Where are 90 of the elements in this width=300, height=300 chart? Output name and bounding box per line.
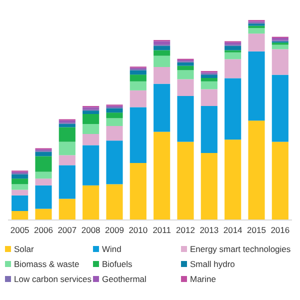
bar [82,124,100,134]
bar [177,62,194,66]
bar [154,41,170,45]
bar [130,81,146,90]
bar [154,84,170,132]
bar [58,142,76,156]
bar [272,49,288,75]
bar [248,28,265,34]
bar [35,152,52,156]
bar [200,78,218,82]
bar [106,184,123,220]
bar [177,142,194,220]
bar [272,74,288,142]
bar [12,184,28,190]
bar [224,46,242,50]
bar [82,185,100,220]
legend-label: Geothermal [102,274,147,284]
legend-label: Wind [102,244,122,254]
bar [12,174,28,179]
bar [130,107,146,163]
bar [12,195,28,211]
bar [248,34,265,52]
bar [224,52,242,60]
bar [154,56,170,67]
bar [106,126,123,141]
x-tick-label: 2008 [81,225,101,235]
bar [58,165,76,199]
bar [224,42,242,45]
bar [12,190,28,196]
bar [224,78,242,140]
x-tick-label: 2015 [247,225,266,235]
bar [82,145,100,186]
x-tick-label: 2013 [200,225,219,235]
x-tick-label: 2009 [105,225,124,235]
bar [35,178,52,186]
legend-label: Marine [190,274,216,284]
bar [58,127,76,142]
bar [58,155,76,166]
x-tick-label: 2007 [58,225,77,235]
bar [154,67,170,84]
bar [224,59,242,78]
bar [200,74,218,78]
bar [272,142,288,220]
bar [154,50,170,56]
bar [130,163,146,220]
bar [248,51,265,121]
bar [58,120,76,123]
x-tick-label: 2016 [270,225,290,235]
bar [35,208,52,220]
bar [200,106,218,153]
x-tick-label: 2011 [152,225,172,235]
bar [130,70,146,75]
legend-label: Biofuels [102,259,132,269]
bar [35,185,52,209]
bar [82,134,100,146]
legend-label: Low carbon services [14,274,92,284]
x-tick-label: 2010 [128,225,148,235]
bar [130,90,146,108]
bar [82,114,100,124]
legend-label: Small hydro [190,259,236,269]
legend-label: Energy smart technologies [190,244,291,254]
bar [177,96,194,142]
bar [130,74,146,82]
bar [106,112,123,118]
bar [106,118,123,126]
bar [154,132,170,220]
bar [177,66,194,70]
bar [224,140,242,220]
bar [272,44,288,50]
bar [200,153,218,220]
bar [35,172,52,179]
x-tick-label: 2012 [176,225,196,235]
x-tick-label: 2005 [10,225,30,235]
bar [200,89,218,106]
x-tick-label: 2014 [223,225,243,235]
bar [154,46,170,50]
bar [248,120,265,220]
bar [177,79,194,96]
bar [35,156,52,172]
bar [12,178,28,184]
bar [58,198,76,220]
bar [177,70,194,80]
bar [12,211,28,220]
legend-label: Solar [14,244,34,254]
bar [200,81,218,90]
legend-label: Biomass & waste [14,259,80,269]
bar [82,110,100,114]
x-tick-label: 2006 [34,225,54,235]
bar [106,108,123,113]
bar [106,140,123,184]
